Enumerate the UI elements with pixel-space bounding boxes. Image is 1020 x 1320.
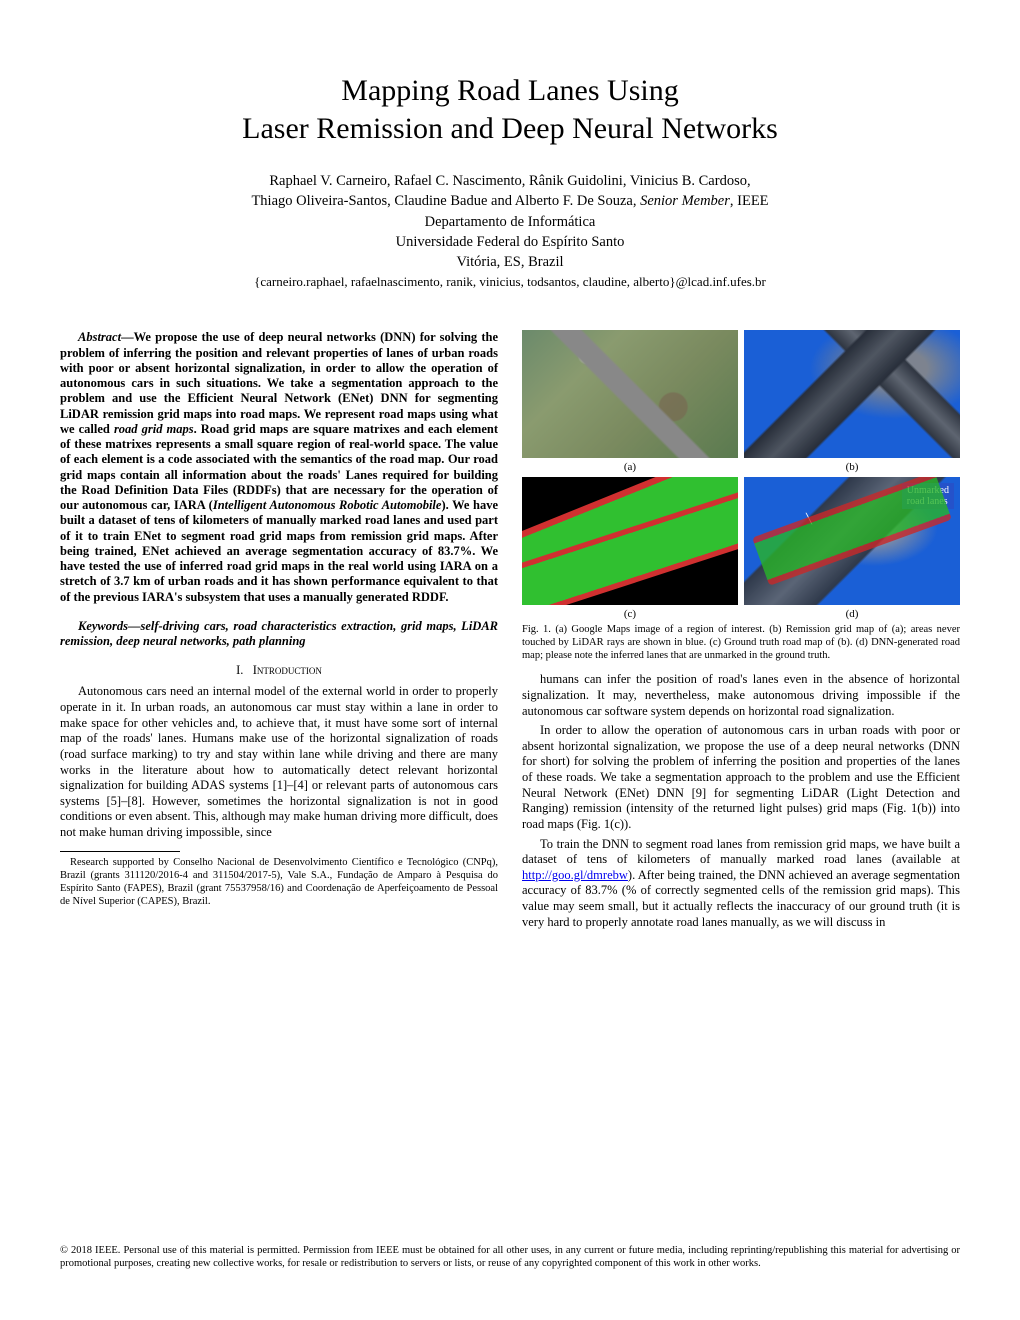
author-role: Senior Member [640, 193, 730, 209]
funding-footnote: Research supported by Conselho Nacional … [60, 856, 498, 909]
abstract-body-1: —We propose the use of deep neural netwo… [60, 330, 498, 436]
abstract-em-2: Intelligent Autonomous Robotic Automobil… [213, 498, 442, 512]
fig-label-d: (d) [744, 608, 960, 620]
fig-label-b: (b) [744, 461, 960, 473]
figure-1d: Unmarked road lanes ╲ [744, 477, 960, 605]
figure-1-caption: Fig. 1. (a) Google Maps image of a regio… [522, 624, 960, 662]
col2-para-1: humans can infer the position of road's … [522, 672, 960, 719]
abstract-prefix: Abstract [78, 330, 121, 344]
title-line-2: Laser Remission and Deep Neural Networks [242, 112, 778, 145]
abstract-em-1: road grid maps [114, 422, 194, 436]
authors-line-2a: Thiago Oliveira-Santos, Claudine Badue a… [251, 193, 640, 209]
authors: Raphael V. Carneiro, Rafael C. Nasciment… [60, 171, 960, 212]
figure-1a [522, 330, 738, 458]
figure-1b [744, 330, 960, 458]
intro-para-1: Autonomous cars need an internal model o… [60, 684, 498, 840]
figure-1c [522, 477, 738, 605]
paper-header: Mapping Road Lanes Using Laser Remission… [60, 72, 960, 290]
right-column: (a) (b) Unmarked road lanes ╲ (c) (d) Fi… [522, 330, 960, 934]
figure-1-labels-bottom: (c) (d) [522, 608, 960, 620]
section-1-number: I. [236, 663, 243, 677]
authors-line-1: Raphael V. Carneiro, Rafael C. Nasciment… [269, 173, 750, 189]
title-line-1: Mapping Road Lanes Using [341, 74, 678, 107]
affil-dept: Departamento de Informática [425, 214, 596, 230]
figure-1-labels-top: (a) (b) [522, 461, 960, 473]
col2-para-3: To train the DNN to segment road lanes f… [522, 837, 960, 931]
dataset-link[interactable]: http://goo.gl/dmrebw [522, 868, 628, 882]
abstract: Abstract—We propose the use of deep neur… [60, 330, 498, 605]
col2-para-2: In order to allow the operation of auton… [522, 723, 960, 832]
left-column: Abstract—We propose the use of deep neur… [60, 330, 498, 934]
fig-label-c: (c) [522, 608, 738, 620]
affil-univ: Universidade Federal do Espírito Santo [396, 234, 625, 250]
fig-label-a: (a) [522, 461, 738, 473]
affiliation: Departamento de Informática Universidade… [60, 212, 960, 273]
abstract-body-3: ). We have built a dataset of tens of ki… [60, 498, 498, 604]
figure-1d-annotation: Unmarked road lanes [902, 483, 954, 509]
annotation-arrow: ╲ [806, 515, 812, 525]
paper-title: Mapping Road Lanes Using Laser Remission… [60, 72, 960, 147]
figure-1-grid-bottom: Unmarked road lanes ╲ [522, 477, 960, 605]
authors-line-2b: , IEEE [730, 193, 769, 209]
annot-line-2: road lanes [907, 496, 948, 507]
copyright-notice: © 2018 IEEE. Personal use of this materi… [60, 1244, 960, 1270]
emails: {carneiro.raphael, rafaelnascimento, ran… [60, 274, 960, 290]
two-column-body: Abstract—We propose the use of deep neur… [60, 330, 960, 934]
keywords: Keywords—self-driving cars, road charact… [60, 619, 498, 650]
section-1-heading: I. Introduction [60, 663, 498, 678]
section-1-title: Introduction [253, 663, 322, 677]
annot-line-1: Unmarked [907, 485, 949, 496]
col2-p3a: To train the DNN to segment road lanes f… [522, 837, 960, 867]
footnote-rule [60, 851, 180, 852]
affil-city: Vitória, ES, Brazil [456, 254, 563, 270]
figure-1-grid-top [522, 330, 960, 458]
